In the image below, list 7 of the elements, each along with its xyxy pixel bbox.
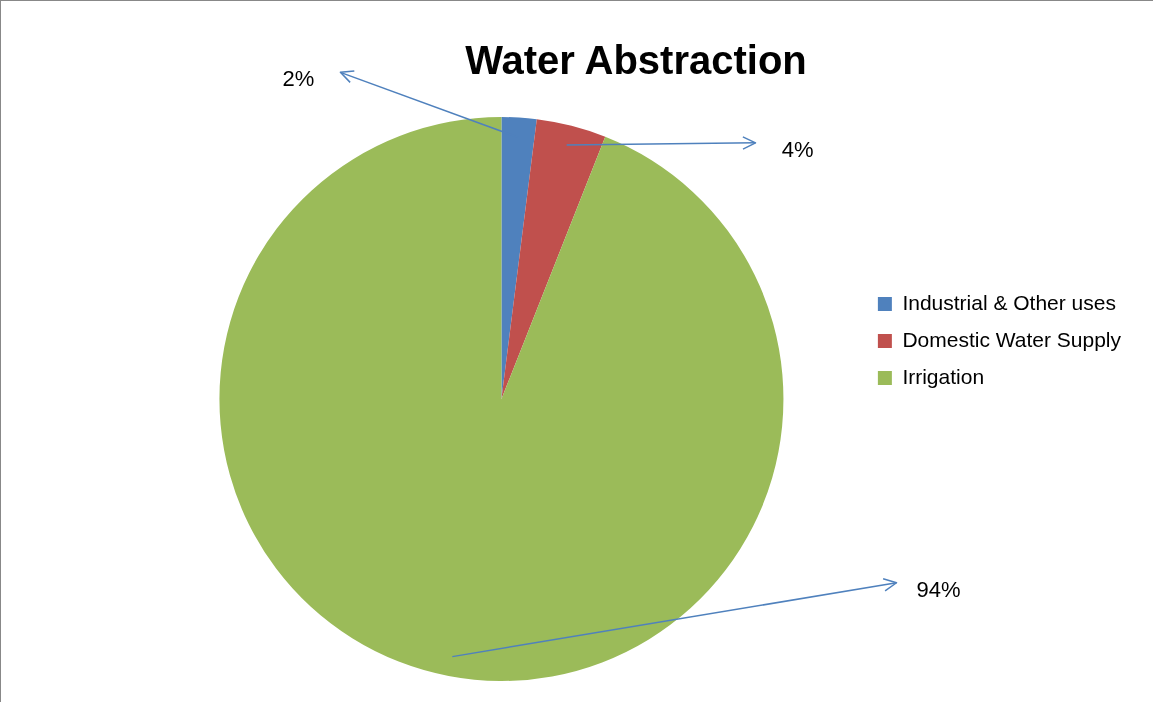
chart-title: Water Abstraction [465,38,807,83]
data-label: 2% [282,66,315,92]
legend-label: Domestic Water Supply [902,327,1122,351]
legend-label: Industrial & Other uses [902,290,1116,314]
data-label: 94% [916,576,961,602]
legend-label: Irrigation [902,364,985,388]
data-label: 4% [781,136,814,162]
